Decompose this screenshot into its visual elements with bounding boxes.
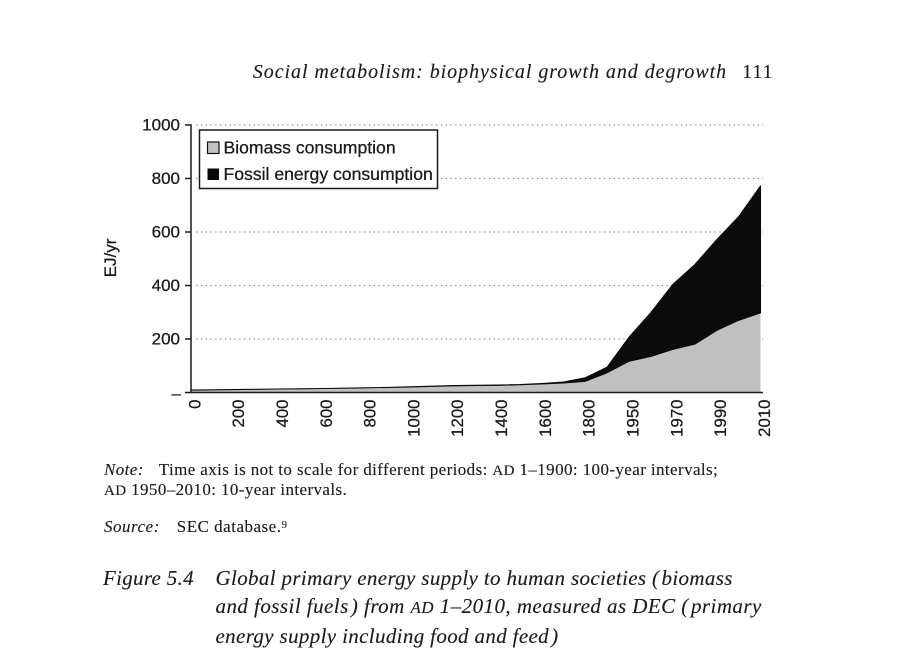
svg-text:400: 400 — [152, 276, 180, 295]
svg-text:1000: 1000 — [404, 400, 423, 437]
svg-text:800: 800 — [361, 400, 380, 428]
svg-text:Biomass consumption: Biomass consumption — [224, 138, 396, 158]
svg-text:200: 200 — [152, 330, 180, 349]
svg-text:Fossil energy consumption: Fossil energy consumption — [224, 164, 433, 184]
svg-text:EJ/yr: EJ/yr — [101, 238, 120, 277]
svg-text:2010: 2010 — [755, 400, 774, 437]
svg-text:600: 600 — [152, 223, 180, 242]
svg-text:1400: 1400 — [492, 400, 511, 437]
svg-text:600: 600 — [317, 400, 336, 428]
svg-text:1200: 1200 — [448, 400, 467, 437]
svg-text:200: 200 — [229, 400, 248, 428]
svg-text:–: – — [172, 384, 182, 403]
svg-text:1600: 1600 — [536, 400, 555, 437]
svg-text:0: 0 — [185, 400, 204, 409]
svg-text:400: 400 — [273, 400, 292, 428]
svg-text:1950: 1950 — [624, 400, 643, 437]
svg-text:1990: 1990 — [711, 400, 730, 437]
svg-text:1970: 1970 — [667, 400, 686, 437]
svg-text:1800: 1800 — [580, 400, 599, 437]
svg-text:800: 800 — [152, 169, 180, 188]
svg-text:1000: 1000 — [142, 116, 180, 135]
